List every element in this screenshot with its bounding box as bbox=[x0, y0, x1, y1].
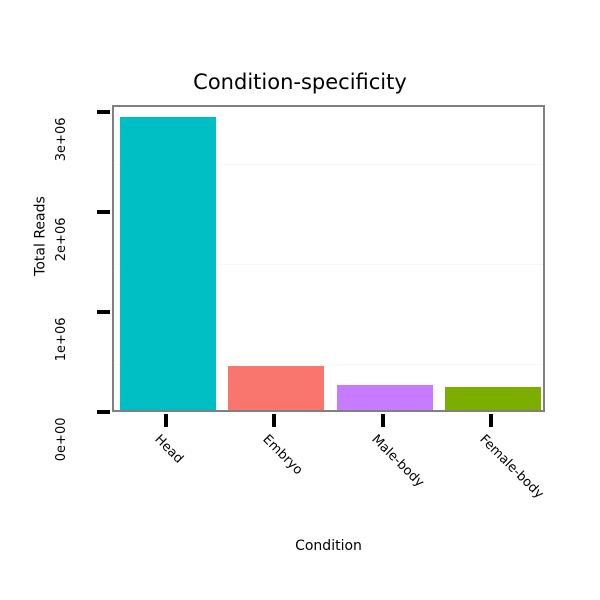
y-tick-mark bbox=[97, 110, 110, 114]
plot-panel bbox=[112, 105, 545, 412]
bar-male-body bbox=[336, 385, 433, 410]
bar-embryo bbox=[228, 366, 325, 410]
x-tick-mark bbox=[164, 414, 169, 427]
y-tick-mark bbox=[97, 310, 110, 314]
x-tick-label-female-body: Female-body bbox=[476, 432, 547, 502]
bar-head bbox=[120, 117, 217, 410]
bar-series bbox=[114, 107, 543, 410]
page-title: Condition-specificity bbox=[193, 70, 407, 94]
y-tick-label-text: 0e+00 bbox=[54, 417, 70, 462]
y-tick-label-text: 3e+06 bbox=[54, 117, 70, 162]
x-tick-label-male-body: Male-body bbox=[368, 432, 427, 491]
bar-female-body bbox=[444, 387, 541, 410]
y-tick-mark bbox=[97, 210, 110, 214]
x-tick-mark bbox=[488, 414, 493, 427]
y-tick-label-text: 2e+06 bbox=[54, 217, 70, 262]
x-tick-mark bbox=[380, 414, 385, 427]
y-axis-title-text: Total Reads bbox=[32, 196, 49, 276]
x-tick-label-embryo: Embryo bbox=[259, 432, 306, 479]
y-tick-mark bbox=[97, 410, 110, 414]
y-tick-label-text: 1e+06 bbox=[54, 317, 70, 362]
x-axis-title: Condition bbox=[295, 538, 362, 554]
x-tick-mark bbox=[272, 414, 277, 427]
x-tick-label-head: Head bbox=[151, 432, 187, 467]
